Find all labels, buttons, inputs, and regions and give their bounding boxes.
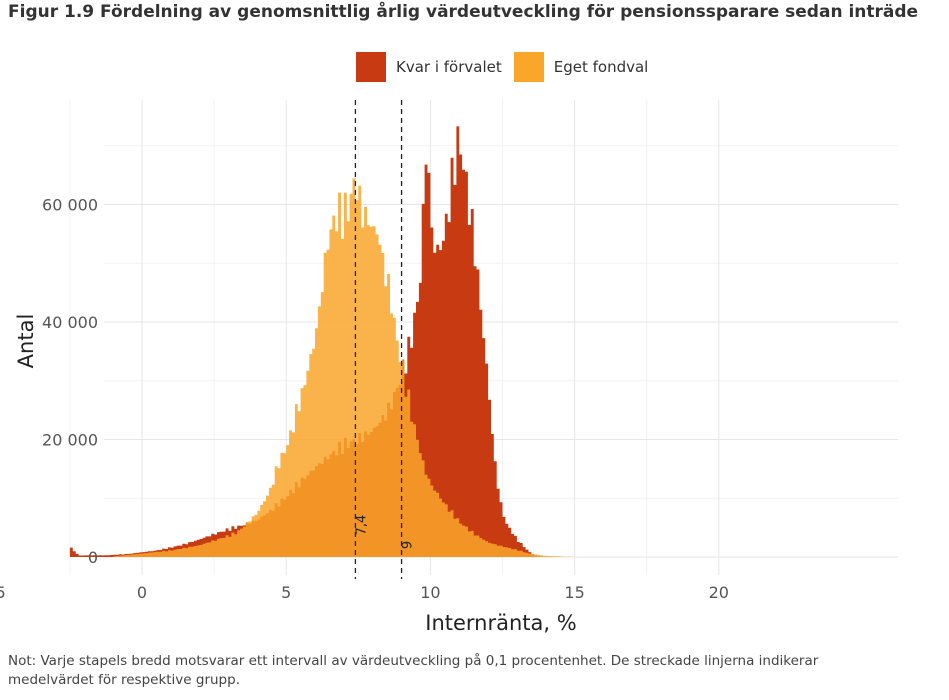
y-tick-label: 60 000 xyxy=(42,196,98,215)
y-tick-label: 40 000 xyxy=(42,313,98,332)
y-tick-label: 20 000 xyxy=(42,431,98,450)
x-tick-label: 15 xyxy=(564,583,584,602)
y-axis-label: Antal xyxy=(14,314,38,369)
x-tick-label: 20 xyxy=(709,583,729,602)
legend-swatch-kvar xyxy=(356,52,386,82)
legend-label-kvar: Kvar i förvalet xyxy=(396,58,502,76)
figure-note: Not: Varje stapels bredd motsvarar ett i… xyxy=(8,653,819,688)
mean-label-kvar: 9 xyxy=(401,541,416,549)
y-tick-label: 0 xyxy=(88,548,98,567)
figure-title: Figur 1.9 Fördelning av genomsnittlig år… xyxy=(8,2,919,22)
histogram-series-kvar-i-forvalet xyxy=(69,126,549,558)
histogram-series-eget-fondval xyxy=(113,178,578,557)
histogram-chart: 9 7,4 -5 0 5 10 15 20 0 20 000 40 000 60 000 Internr… xyxy=(0,100,898,635)
mean-label-eget: 7,4 xyxy=(354,515,369,536)
legend-label-eget: Eget fondval xyxy=(553,58,649,76)
legend-item-eget: Eget fondval xyxy=(513,52,649,82)
legend-item-kvar: Kvar i förvalet xyxy=(356,52,502,82)
x-tick-label: 5 xyxy=(281,583,291,602)
x-tick-label: -5 xyxy=(0,583,6,602)
legend-swatch-eget xyxy=(513,52,544,82)
x-axis-label: Internränta, % xyxy=(425,611,576,635)
legend: Kvar i förvalet Eget fondval xyxy=(356,51,660,83)
x-tick-label: 0 xyxy=(137,583,147,602)
x-tick-label: 10 xyxy=(420,583,440,602)
